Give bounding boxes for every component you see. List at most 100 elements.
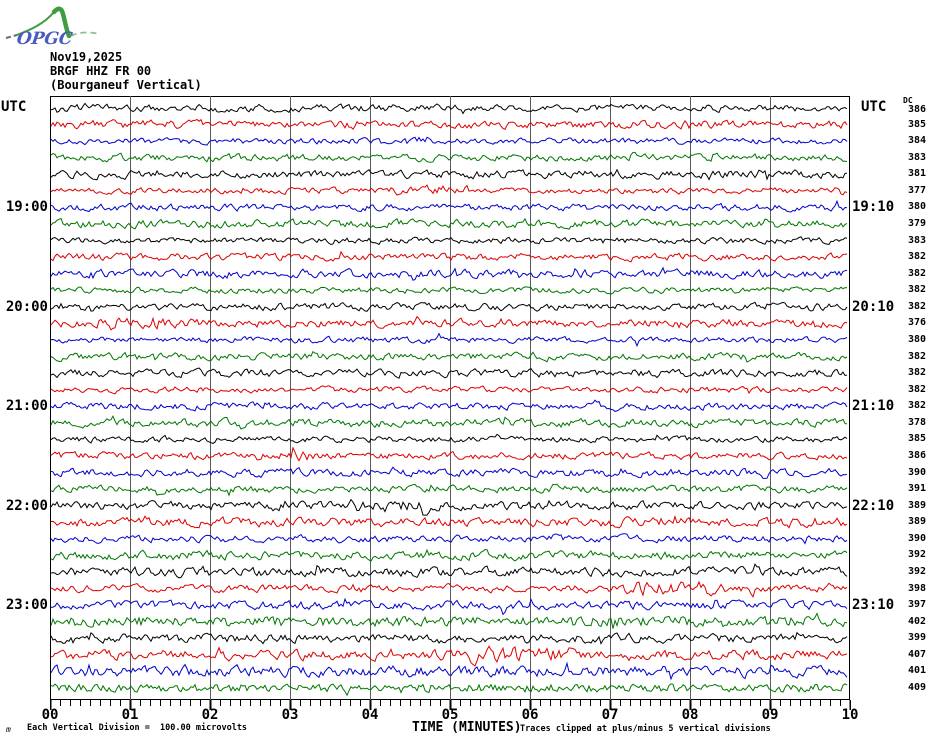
dc-value: 384 — [907, 135, 926, 147]
seismic-trace — [50, 433, 848, 444]
seismic-trace — [50, 151, 848, 163]
logo-text: OPGC — [15, 29, 74, 49]
seismic-trace — [50, 399, 848, 412]
dc-value: 401 — [907, 665, 926, 677]
seismic-trace — [50, 597, 848, 616]
dc-value: 389 — [907, 499, 926, 511]
station-location: (Bourganeuf Vertical) — [50, 78, 202, 92]
dc-value: 382 — [907, 300, 926, 312]
dc-value: 390 — [907, 532, 926, 544]
dc-value: 378 — [907, 416, 926, 428]
dc-value: 398 — [907, 582, 926, 594]
seismic-trace — [50, 286, 848, 295]
dc-value: 383 — [907, 234, 926, 246]
dc-value: 409 — [907, 682, 926, 693]
left-hour-label: 19:00 — [5, 199, 48, 216]
x-tick-label: 03 — [281, 707, 299, 723]
dc-value: 389 — [907, 516, 926, 528]
seismic-trace — [50, 661, 848, 681]
seismic-trace — [50, 483, 848, 497]
dc-value: 380 — [907, 201, 926, 213]
seismic-trace — [50, 315, 848, 331]
right-hour-label: 21:10 — [852, 398, 895, 415]
x-axis-ticks — [50, 700, 851, 710]
x-tick-label: 09 — [761, 707, 779, 723]
seismic-trace — [50, 683, 848, 697]
x-tick-label: 06 — [521, 707, 539, 723]
scale-note: Each Vertical Division = 100.00 microvol… — [27, 723, 248, 733]
left-hour-label: 21:00 — [5, 398, 48, 415]
seismic-trace — [50, 631, 848, 645]
logo-left-dash — [5, 34, 18, 39]
dc-value: 381 — [907, 168, 926, 180]
seismic-trace — [50, 350, 848, 363]
dc-value: 382 — [907, 251, 926, 263]
left-hour-label: 23:00 — [5, 597, 48, 614]
dc-value: 402 — [907, 615, 926, 627]
seismic-trace — [50, 645, 848, 667]
x-tick-label: 08 — [681, 707, 699, 723]
station-code: BRGF HHZ FR 00 — [50, 64, 152, 78]
seismogram-plot — [50, 96, 850, 700]
dc-value: 383 — [907, 151, 926, 163]
x-tick-label: 02 — [201, 707, 219, 723]
title-block: Nov19,2025 BRGF HHZ FR 00 (Bourganeuf Ve… — [50, 50, 202, 92]
dc-value: 379 — [907, 218, 926, 229]
x-tick-label: 10 — [841, 707, 859, 723]
seismic-trace — [50, 266, 848, 281]
x-tick-label: 05 — [441, 707, 459, 723]
seismic-trace — [50, 466, 848, 479]
seismic-trace — [50, 236, 848, 246]
x-tick-label: 00 — [41, 707, 59, 723]
seismic-trace — [50, 199, 848, 213]
dc-value: 392 — [907, 566, 926, 577]
dc-value: 382 — [907, 400, 926, 412]
dc-value: 382 — [907, 350, 926, 362]
seismic-trace — [50, 184, 848, 196]
seismic-trace — [50, 548, 848, 562]
dc-value: 376 — [907, 317, 926, 329]
dc-value: 377 — [907, 184, 926, 196]
logo-right-dash — [70, 31, 98, 37]
dc-value: 407 — [907, 648, 926, 660]
seismic-trace — [50, 533, 848, 545]
dc-value: 382 — [907, 267, 926, 279]
dc-value: 382 — [907, 284, 926, 296]
seismic-trace — [50, 367, 848, 379]
right-hour-label: 23:10 — [852, 597, 895, 614]
x-tick-label: 01 — [121, 707, 139, 723]
x-tick-label: 04 — [361, 707, 379, 723]
dc-value: 391 — [907, 483, 926, 495]
seismic-trace — [50, 414, 848, 430]
right-hour-label: 20:10 — [852, 298, 895, 315]
x-tick-label: 07 — [601, 707, 619, 723]
left-hour-label: 22:00 — [5, 497, 48, 514]
dc-value: 385 — [907, 118, 926, 130]
seismic-trace — [50, 385, 848, 395]
seismic-trace — [50, 446, 848, 462]
seismic-trace — [50, 563, 848, 579]
seismic-trace — [50, 136, 848, 146]
right-hour-label: 19:10 — [852, 199, 895, 216]
dc-value: 382 — [907, 383, 926, 395]
dc-value: 397 — [907, 599, 926, 611]
clip-note: Traces clipped at plus/minus 5 vertical … — [520, 724, 771, 734]
dc-value: 399 — [907, 632, 926, 644]
dc-value: 385 — [907, 433, 926, 445]
seismic-trace — [50, 514, 848, 529]
seismic-trace — [50, 250, 848, 263]
seismic-trace — [50, 168, 848, 181]
seismic-trace — [50, 217, 848, 230]
logo-curve-peak — [51, 6, 72, 39]
seismic-trace — [50, 332, 848, 348]
seismic-trace — [50, 102, 848, 115]
dc-value: 390 — [907, 466, 926, 478]
seismic-trace — [50, 301, 848, 312]
margin-mark: m — [6, 725, 11, 734]
plot-date: Nov19,2025 — [50, 50, 123, 64]
dc-value: 392 — [907, 549, 926, 561]
dc-value: 380 — [907, 334, 926, 345]
right-hour-label: 22:10 — [852, 497, 895, 514]
opgc-logo: OPGC — [5, 6, 98, 49]
